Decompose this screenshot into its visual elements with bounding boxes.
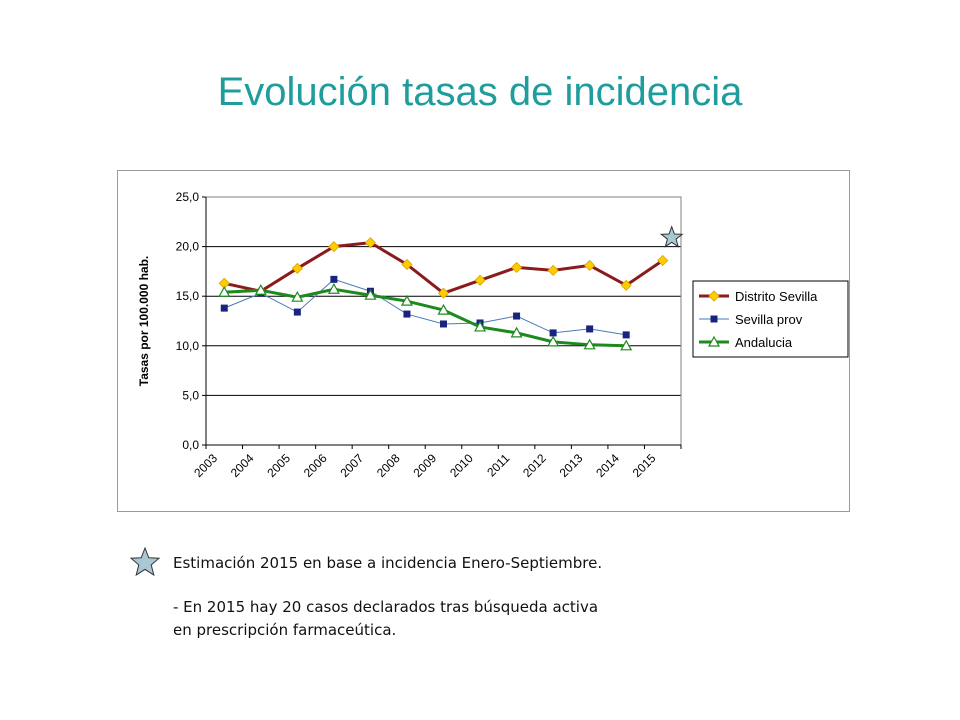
data-point bbox=[364, 288, 377, 300]
data-point bbox=[513, 312, 521, 320]
data-point bbox=[510, 326, 523, 338]
legend-marker bbox=[707, 335, 721, 347]
x-tick-label: 2013 bbox=[557, 451, 586, 480]
star-icon bbox=[130, 547, 160, 577]
data-point bbox=[291, 290, 304, 302]
data-point bbox=[364, 237, 376, 249]
data-point bbox=[474, 274, 486, 286]
data-point bbox=[620, 279, 632, 291]
series-line-0 bbox=[223, 241, 664, 295]
x-tick-label: 2010 bbox=[447, 451, 476, 480]
y-tick-label: 15,0 bbox=[176, 289, 200, 303]
x-tick-label: 2011 bbox=[484, 451, 512, 479]
x-tick-label: 2006 bbox=[301, 451, 330, 480]
x-tick-label: 2005 bbox=[264, 451, 293, 480]
y-axis-title: Tasas por 100.000 hab. bbox=[137, 256, 151, 387]
data-point bbox=[327, 283, 340, 294]
data-point bbox=[657, 254, 669, 267]
data-point bbox=[547, 264, 559, 276]
y-tick-label: 20,0 bbox=[176, 240, 200, 254]
data-point bbox=[474, 320, 487, 332]
estimation-note: Estimación 2015 en base a incidencia Ene… bbox=[173, 554, 603, 572]
y-tick-label: 0,0 bbox=[182, 438, 199, 452]
estimate-star-marker bbox=[659, 225, 684, 248]
x-tick-label: 2004 bbox=[228, 451, 257, 480]
cases-note-line1: - En 2015 hay 20 casos declarados tras b… bbox=[173, 598, 599, 616]
data-point bbox=[584, 259, 596, 272]
data-point bbox=[583, 338, 596, 350]
data-point bbox=[511, 261, 523, 273]
data-point bbox=[400, 294, 413, 306]
legend-marker bbox=[708, 290, 720, 302]
x-tick-label: 2012 bbox=[520, 451, 549, 480]
x-tick-label: 2003 bbox=[191, 451, 220, 480]
x-tick-label: 2015 bbox=[630, 451, 659, 480]
x-tick-label: 2007 bbox=[337, 451, 366, 480]
y-tick-label: 10,0 bbox=[176, 339, 200, 353]
data-point bbox=[547, 335, 560, 347]
cases-note-line2: en prescripción farmaceútica. bbox=[173, 621, 397, 639]
legend-label: Distrito Sevilla bbox=[735, 289, 818, 304]
x-tick-label: 2009 bbox=[411, 451, 440, 480]
chart-container: 0,0 5,0 10,0 15,0 20,0 25,0 2003 2004 2005 2006 20… bbox=[117, 170, 850, 512]
data-point bbox=[403, 310, 411, 318]
data-point bbox=[328, 241, 340, 253]
series-line-2 bbox=[224, 287, 627, 348]
data-point bbox=[440, 320, 447, 328]
data-point bbox=[330, 275, 338, 283]
data-point bbox=[254, 284, 267, 295]
legend-label: Andalucia bbox=[735, 335, 793, 350]
data-point bbox=[220, 304, 228, 312]
data-point bbox=[401, 258, 413, 271]
x-tick-label: 2008 bbox=[374, 451, 403, 480]
y-tick-label: 25,0 bbox=[176, 190, 200, 204]
data-point bbox=[549, 329, 557, 337]
data-point bbox=[437, 303, 450, 315]
data-point bbox=[586, 325, 594, 333]
data-point bbox=[293, 308, 301, 316]
x-tick-label: 2014 bbox=[593, 451, 622, 480]
legend-marker bbox=[710, 315, 718, 323]
data-point bbox=[622, 331, 630, 339]
data-point bbox=[437, 287, 450, 299]
legend-label: Sevilla prov bbox=[735, 312, 803, 327]
y-tick-label: 5,0 bbox=[182, 388, 199, 402]
series-line-1 bbox=[224, 278, 627, 336]
slide-title: Evolución tasas de incidencia bbox=[217, 70, 743, 114]
data-point bbox=[620, 339, 633, 351]
data-point bbox=[218, 285, 231, 297]
data-point bbox=[291, 262, 303, 274]
